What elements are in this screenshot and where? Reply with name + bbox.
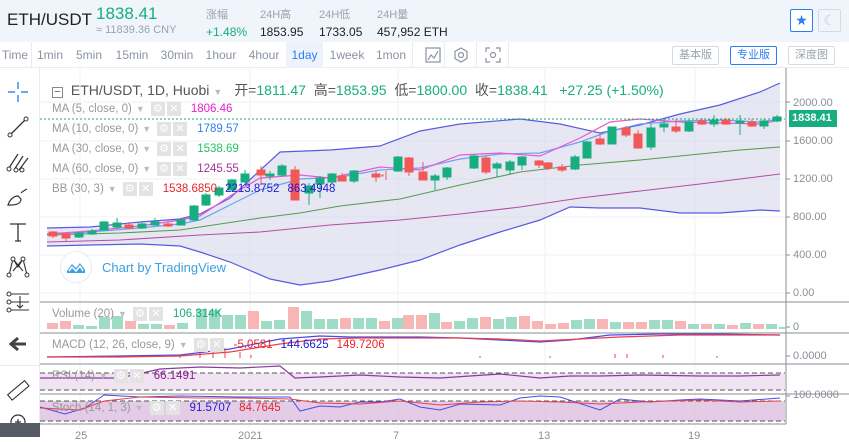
interval-1min[interactable]: 1min — [36, 48, 63, 62]
high-value: 1853.95 — [335, 82, 387, 98]
interval-5min[interactable]: 5min — [75, 48, 102, 62]
collapse-icon[interactable]: − — [52, 87, 63, 98]
indicator-ma60: MA (60, close, 0) ▼ ⚙ ✕ 1245.55 — [52, 162, 239, 176]
sidebar-scroll-handle[interactable] — [0, 423, 40, 437]
gear-icon[interactable]: ⚙ — [157, 122, 172, 136]
cny-value: ≈ 11839.36 CNY — [96, 24, 177, 36]
theme-toggle-button[interactable]: ☾ — [818, 9, 841, 32]
price-axis-label: 1200.00 — [793, 173, 833, 185]
gear-icon[interactable]: ⚙ — [132, 307, 147, 321]
close-icon[interactable]: ✕ — [209, 338, 224, 352]
moon-icon: ☾ — [823, 12, 836, 28]
interval-1day[interactable]: 1day — [286, 42, 323, 68]
stat-24h-high: 24H高 1853.95 — [260, 9, 304, 39]
price-axis-label: 0.00 — [793, 287, 815, 299]
last-price: 1838.41 — [96, 4, 158, 23]
close-value: 1838.41 — [497, 82, 548, 98]
chart-legend-title: − ETH/USDT, 1D, Huobi ▼ 开=1811.47 高=1853.… — [52, 80, 664, 100]
gear-icon[interactable]: ⚙ — [157, 142, 172, 156]
drawing-toolbar — [0, 68, 40, 437]
fork-icon[interactable] — [4, 148, 32, 176]
crosshair-icon[interactable] — [4, 78, 32, 106]
version-pro-button[interactable]: 专业版 — [730, 46, 777, 65]
macd-axis-label: 0.0000 — [793, 350, 827, 362]
open-value: 1811.47 — [256, 82, 306, 98]
price-axis-label: 400.00 — [793, 249, 827, 261]
star-icon: ★ — [795, 12, 808, 28]
indicator-icon[interactable] — [424, 46, 442, 64]
version-depth-button[interactable]: 深度图 — [788, 46, 835, 65]
time-axis-label: 7 — [393, 430, 400, 442]
interval-toolbar: Time 1min 5min 15min 30min 1hour 4hour 1… — [0, 42, 849, 68]
time-axis-label: 13 — [538, 430, 551, 442]
version-basic-button[interactable]: 基本版 — [672, 46, 719, 65]
indicator-stoch: Stoch (14, 1, 3) ▼ ⚙ ✕ 91.5707 84.7645 — [52, 401, 281, 415]
interval-1month[interactable]: 1mon — [375, 48, 407, 62]
close-icon[interactable]: ✕ — [173, 162, 188, 176]
volume-axis-label: 0 — [793, 321, 800, 333]
settings-icon[interactable] — [452, 46, 470, 64]
interval-1hour[interactable]: 1hour — [205, 48, 237, 62]
trendline-icon[interactable] — [4, 113, 32, 141]
low-value: 1800.00 — [416, 82, 468, 98]
gear-icon[interactable]: ⚙ — [150, 102, 165, 116]
pair-title: ETH/USDT — [7, 10, 92, 29]
close-icon[interactable]: ✕ — [165, 401, 180, 415]
close-icon[interactable]: ✕ — [173, 122, 188, 136]
tradingview-logo-icon — [60, 251, 92, 283]
stat-24h-volume: 24H量 457,952 ETH — [377, 9, 448, 39]
gear-icon[interactable]: ⚙ — [193, 338, 208, 352]
interval-15min[interactable]: 15min — [115, 48, 149, 62]
time-axis-label: 19 — [688, 430, 701, 442]
ticker-header: ETH/USDT 1838.41 ≈ 11839.36 CNY 涨幅 +1.48… — [0, 0, 849, 42]
favorite-button[interactable]: ★ — [790, 9, 813, 32]
indicator-ma10: MA (10, close, 0) ▼ ⚙ ✕ 1789.57 — [52, 122, 239, 136]
back-arrow-icon[interactable] — [4, 330, 32, 358]
close-icon[interactable]: ✕ — [148, 307, 163, 321]
change-value: +27.25 (+1.50%) — [559, 82, 664, 98]
price-axis-label: 1600.00 — [793, 135, 833, 147]
stat-24h-low: 24H低 1733.05 — [319, 9, 363, 39]
indicator-bb: BB (30, 3) ▼ ⚙ ✕ 1538.6850 2213.8752 863.4… — [52, 182, 336, 196]
stoch-axis-label: 100.0000 — [793, 389, 839, 401]
interval-4hour[interactable]: 4hour — [248, 48, 280, 62]
indicator-rsi: RSI (14) ▼ ⚙ ✕ 66.1491 — [52, 369, 196, 383]
time-axis-label: 25 — [75, 430, 88, 442]
close-icon[interactable]: ✕ — [173, 142, 188, 156]
current-price-tag: 1838.41 — [789, 110, 837, 127]
ruler-icon[interactable] — [4, 376, 32, 404]
indicator-volume: Volume (20) ▼ ⚙ ✕ 106.314K — [52, 307, 223, 321]
close-icon[interactable]: ✕ — [138, 182, 153, 196]
text-icon[interactable] — [4, 218, 32, 246]
interval-30min[interactable]: 30min — [160, 48, 194, 62]
price-axis-label: 2000.00 — [793, 97, 833, 109]
pattern-icon[interactable] — [4, 253, 32, 281]
price-chart[interactable] — [40, 68, 849, 437]
measure-icon[interactable] — [4, 288, 32, 316]
tradingview-watermark[interactable]: Chart by TradingView — [60, 251, 226, 283]
price-axis-label: 800.00 — [793, 211, 827, 223]
screenshot-icon[interactable] — [484, 46, 502, 64]
symbol-label[interactable]: ETH/USDT, 1D, Huobi — [70, 82, 210, 98]
time-axis-label: 2021 — [238, 430, 263, 442]
close-icon[interactable]: ✕ — [129, 369, 144, 383]
interval-time[interactable]: Time — [1, 48, 29, 62]
indicator-ma30: MA (30, close, 0) ▼ ⚙ ✕ 1538.69 — [52, 142, 239, 156]
indicator-macd: MACD (12, 26, close, 9) ▼ ⚙ ✕ -5.0581 144.… — [52, 338, 385, 352]
brush-icon[interactable] — [4, 183, 32, 211]
gear-icon[interactable]: ⚙ — [157, 162, 172, 176]
gear-icon[interactable]: ⚙ — [149, 401, 164, 415]
gear-icon[interactable]: ⚙ — [122, 182, 137, 196]
stat-change: 涨幅 +1.48% — [206, 9, 248, 39]
indicator-ma5: MA (5, close, 0) ▼ ⚙ ✕ 1806.46 — [52, 102, 233, 116]
gear-icon[interactable]: ⚙ — [113, 369, 128, 383]
interval-1week[interactable]: 1week — [329, 48, 365, 62]
close-icon[interactable]: ✕ — [166, 102, 181, 116]
